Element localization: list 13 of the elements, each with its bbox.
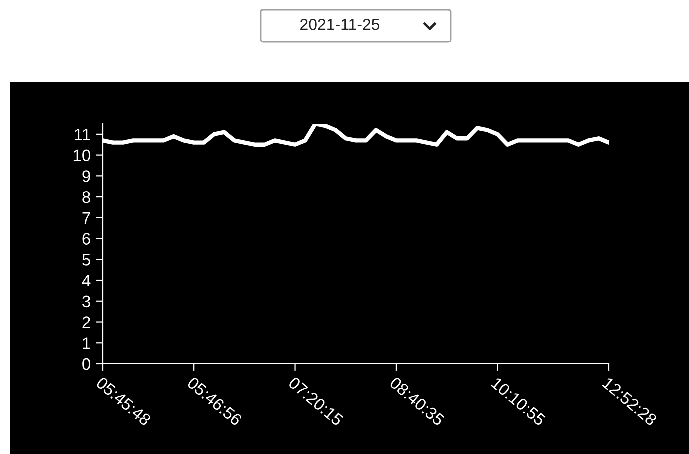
y-tick-label: 10	[74, 150, 91, 162]
y-tick-label: 7	[82, 212, 90, 224]
y-tick-label: 1	[83, 338, 90, 350]
y-tick-label: 3	[82, 296, 90, 308]
y-tick-label: 2	[82, 316, 90, 328]
y-tick-label: 6	[82, 233, 90, 245]
y-tick-label: 11	[75, 129, 90, 140]
y-tick-label: 9	[82, 170, 90, 182]
y-tick-label: 0	[82, 358, 91, 370]
y-tick-label: 8	[82, 191, 90, 204]
y-tick-label: 4	[82, 275, 91, 287]
text: 2021-11-25	[300, 18, 380, 30]
y-tick-label: 5	[82, 254, 90, 266]
